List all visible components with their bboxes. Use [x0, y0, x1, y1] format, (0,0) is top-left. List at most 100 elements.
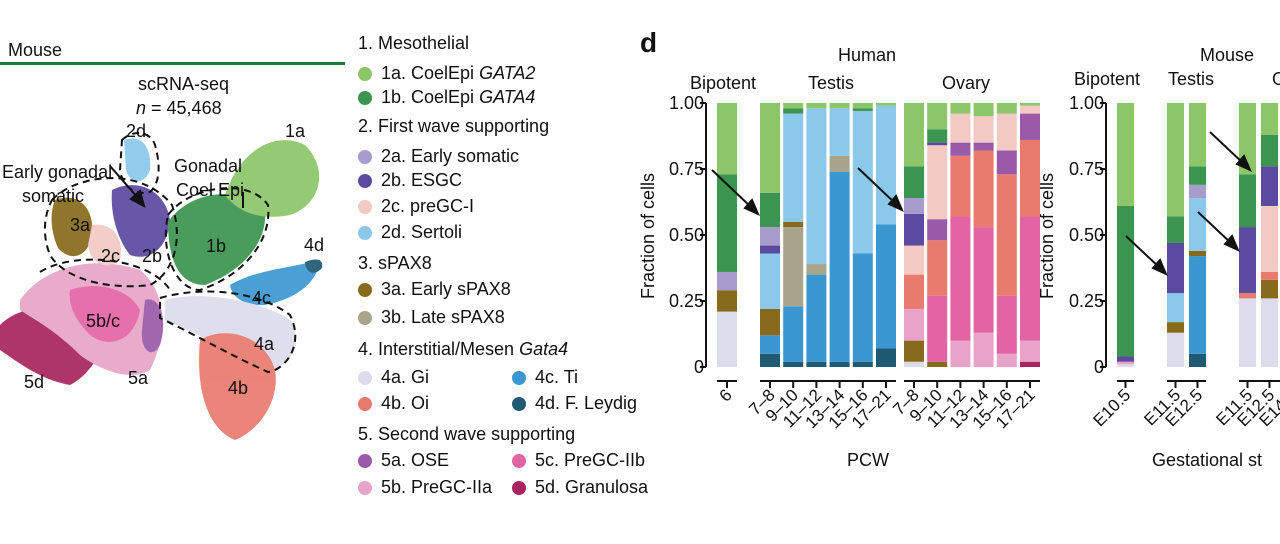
- arrow-early-somatic: [109, 165, 139, 199]
- cluster-2c: [88, 224, 121, 266]
- legend-4c-text: 4c. Ti: [535, 367, 579, 387]
- label-4a: 4a: [254, 334, 275, 354]
- legend-3b-text: 3b. Late sPAX8: [381, 307, 505, 327]
- human-bar-segment-c2d: [783, 113, 804, 222]
- legend-4a-text: 4a. Gi: [381, 367, 430, 387]
- cluster-5a: [141, 299, 164, 353]
- mouse-bar-segment-c4a: [1117, 364, 1134, 367]
- human-bar-segment-c3b: [806, 264, 827, 275]
- mouse-bar-segment-c2b: [1239, 227, 1256, 294]
- swatch-5c: [512, 453, 526, 468]
- mouse-bar-segment-c2b: [1117, 356, 1134, 362]
- human-bar-segment-c5c: [973, 227, 994, 333]
- human-bar-segment-c2d: [760, 253, 780, 309]
- legend-group-4: 4. Interstitial/Mesen Gata4: [358, 339, 568, 360]
- human-bar-segment-c4c: [876, 224, 896, 349]
- human-bar-segment-c5b: [950, 340, 971, 367]
- mouse-bar-segment-c2d: [1189, 198, 1206, 251]
- human-bar-segment-c1a: [717, 103, 737, 175]
- legend-2b-text: 2b. ESGC: [381, 170, 463, 190]
- mouse-y-axis-label: Fraction of cells: [1037, 173, 1057, 299]
- n-symbol: n: [136, 98, 147, 118]
- human-bar-segment-c4c: [806, 274, 827, 362]
- swatch-1b: [358, 90, 372, 105]
- swatch-5d: [512, 480, 526, 495]
- arrow-human-ovary: [857, 167, 897, 205]
- legend-2c-text: 2c. preGC-I: [381, 196, 475, 216]
- human-bar-segment-c1a: [806, 103, 827, 109]
- label-gonadal: Gonadal: [174, 156, 243, 176]
- legend-1a-text: 1a. CoelEpi: [381, 63, 480, 83]
- human-bar-segment-c2b: [904, 213, 924, 246]
- human-bar-segment-c5c: [1020, 216, 1040, 341]
- legend-group-5: 5. Second wave supporting: [358, 424, 576, 444]
- human-bar-segment-c4d: [760, 353, 780, 367]
- cluster-1a: [225, 140, 320, 217]
- n-value: = 45,468: [146, 98, 222, 118]
- legend-4d-text: 4d. F. Leydig: [535, 393, 638, 413]
- label-3a: 3a: [70, 215, 91, 235]
- mouse-bar-segment-c4a: [1239, 298, 1256, 367]
- swatch-2c: [358, 199, 372, 214]
- arrow-mouse-ov2-head: [1223, 234, 1240, 252]
- human-bar-segment-c2b: [927, 142, 948, 146]
- mouse-bar-segment-c1b: [1167, 216, 1184, 243]
- mouse-bar-segment-c4d: [1189, 353, 1206, 367]
- human-bar-segment-c4d: [852, 361, 873, 367]
- label-4b: 4b: [228, 378, 249, 398]
- human-bar-segment-c1a: [996, 103, 1017, 114]
- swatch-4d: [512, 396, 526, 411]
- label-4d: 4d: [304, 235, 325, 255]
- human-title: Human: [838, 45, 896, 65]
- label-2c: 2c: [101, 246, 121, 266]
- legend-item-4d: 4d. F. Leydig: [512, 393, 637, 414]
- arrow-human-ovary-head: [887, 194, 904, 212]
- mouse-bar-segment-c4b: [1239, 293, 1256, 299]
- human-bar-segment-c4c: [760, 335, 780, 354]
- human-bar-segment-c4c: [852, 253, 873, 362]
- mouse-bar-segment-c1b: [1117, 205, 1134, 357]
- legend-1b-text: 1b. CoelEpi: [381, 87, 480, 107]
- mouse-bar-segment-c3a: [1261, 279, 1278, 299]
- human-bipotent-title: Bipotent: [690, 73, 756, 93]
- umap-plot: [0, 132, 323, 440]
- legend-item-4b: 4b. Oi: [358, 393, 429, 414]
- outline-early-somatic: [44, 177, 178, 288]
- mouse-bar-segment-c2a: [1189, 184, 1206, 199]
- human-bar-segment-c1b: [927, 129, 948, 143]
- legend-item-2d: 2d. Sertoli: [358, 222, 462, 243]
- legend-item-1b: 1b. CoelEpi GATA4: [358, 87, 535, 108]
- assay-title: scRNA-seq: [138, 74, 230, 94]
- human-bar-segment-c3a: [783, 221, 804, 228]
- human-bar-segment-c1b: [904, 166, 924, 199]
- human-bar-segment-c1a: [852, 103, 873, 109]
- human-bar-segment-c5a: [996, 150, 1017, 175]
- cell-count: n = 45,468: [136, 98, 222, 119]
- human-bar-segment-c5b: [996, 353, 1017, 367]
- legend-group-4-gene: Gata4: [519, 339, 569, 359]
- human-y-tick-label: 0.75: [669, 159, 704, 179]
- mouse-bar-segment-c1b: [1239, 174, 1256, 228]
- human-bar-segment-c2c: [1020, 105, 1040, 114]
- human-testis-title: Testis: [808, 73, 854, 93]
- arrow-human-testis-head: [743, 198, 760, 216]
- human-bar-segment-c1a: [904, 103, 924, 167]
- human-x-tick-label: 6: [716, 385, 736, 405]
- label-early-gonadal: Early gonadal: [2, 162, 113, 182]
- umap-arrows: [109, 165, 244, 208]
- mouse-bar-segment-c3a: [1167, 322, 1184, 333]
- human-bar-segment-c3a: [904, 340, 924, 362]
- mouse-bar-segment-c2b: [1261, 166, 1278, 206]
- mouse-bar-segment-c1b: [1189, 166, 1206, 185]
- mouse-bar-segment-c2b: [1167, 242, 1184, 294]
- human-bar-segment-c3b: [783, 227, 804, 307]
- human-bar-segment-c1b: [852, 108, 873, 111]
- human-x-axis-label: PCW: [847, 450, 889, 470]
- arrow-mouse-e11-head: [1151, 258, 1168, 276]
- human-y-tick-label: 0: [694, 357, 704, 377]
- swatch-5b: [358, 480, 372, 495]
- human-bar-segment-c3a: [760, 308, 780, 336]
- mouse-y-tick-label: 0: [1094, 357, 1104, 377]
- label-2d: 2d: [126, 121, 147, 141]
- species-rule: [0, 62, 345, 65]
